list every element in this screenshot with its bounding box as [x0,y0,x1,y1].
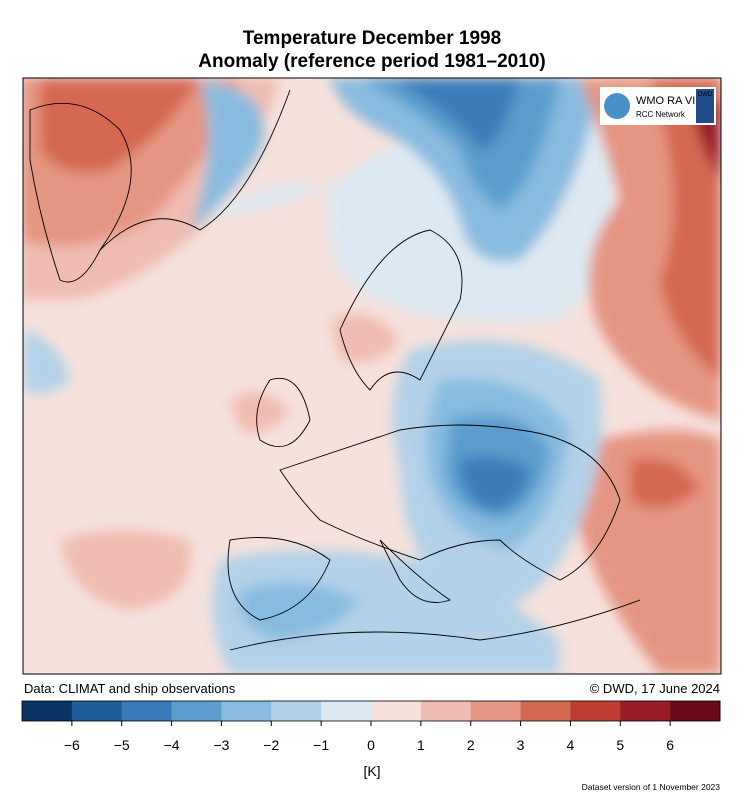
wmo-emblem [604,93,630,119]
title-line: Anomaly (reference period 1981–2010) [198,51,545,72]
logo-text: WMO RA VI [636,95,695,107]
colorbar-tick-label: 4 [567,737,575,753]
version-note: Dataset version of 1 November 2023 [582,782,721,792]
logo-text: DWD [698,92,713,98]
colorbar-segment [321,701,372,721]
colorbar-segment [620,701,671,721]
colorbar-segment [171,701,222,721]
colorbar-tick-label: −6 [64,737,80,753]
colorbar: −6 −5 −4 −3 −2 −1 0 1 2 3 4 5 6 [21,700,721,753]
colorbar-tick-label: 6 [666,737,674,753]
credit-note: © DWD, 17 June 2024 [590,681,720,696]
colorbar-tick-label: 5 [616,737,624,753]
logo-text: RCC Network [636,110,686,119]
logo: WMO RA VI RCC Network DWD [600,87,716,125]
colorbar-segment [121,701,173,721]
colorbar-segment [570,701,621,721]
colorbar-tick-label: −4 [164,737,180,753]
colorbar-segment [371,701,422,721]
colorbar-tick-label: −5 [114,737,130,753]
colorbar-segment [221,701,272,721]
anomaly-field [23,78,721,674]
colorbar-tick-label: 1 [417,737,425,753]
colorbar-segment [470,701,522,721]
colorbar-tick-label: 0 [367,737,375,753]
colorbar-tick-label: −2 [263,737,279,753]
colorbar-tick-label: −3 [213,737,229,753]
colorbar-segment [22,701,73,721]
colorbar-segment [71,701,123,721]
colorbar-tick-label: 2 [467,737,475,753]
colorbar-segment [670,701,721,721]
source-note: Data: CLIMAT and ship observations [24,681,236,696]
colorbar-unit: [K] [363,763,380,779]
colorbar-segment [520,701,571,721]
colorbar-tick-label: −1 [313,737,329,753]
coastlines [29,89,641,651]
map-frame [22,77,722,675]
colorbar-tick-label: 3 [517,737,525,753]
colorbar-segment [420,701,472,721]
title-line: Temperature December 1998 [243,28,501,49]
colorbar-segment [271,701,322,721]
dwd-box [696,89,714,123]
